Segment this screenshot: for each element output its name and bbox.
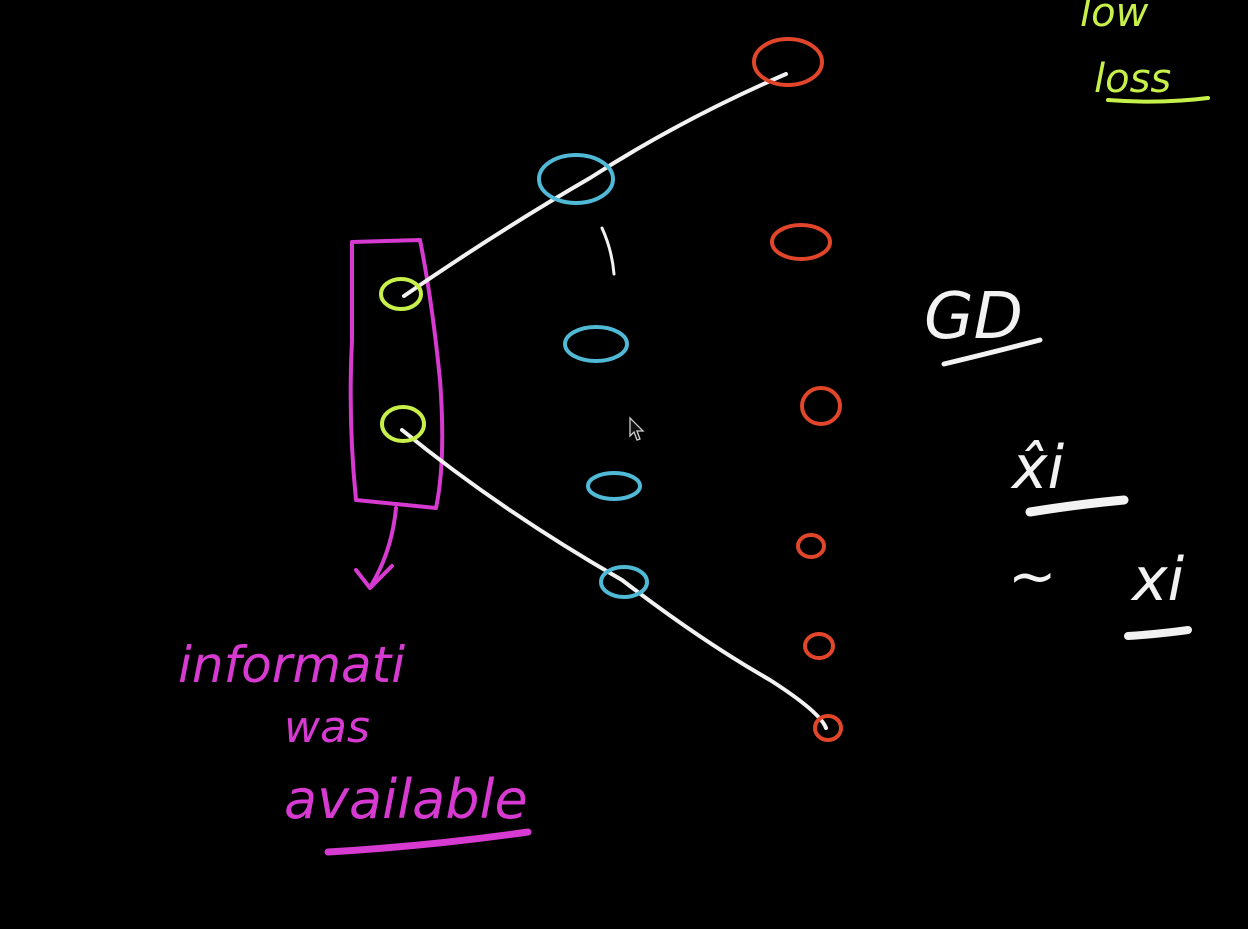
available-underline [324, 828, 532, 856]
annotation-arrow-head [354, 564, 394, 590]
hidden-node-1 [537, 153, 615, 205]
connection-input2-hidden4-output7 [400, 428, 828, 730]
output-node-1 [752, 37, 824, 87]
gd-underline [941, 337, 1043, 367]
label-low: low [1080, 0, 1149, 36]
annotation-available: available [284, 768, 528, 831]
label-gd: GD [924, 280, 1023, 354]
annotation-was: was [284, 702, 370, 753]
annotation-arrow-shaft [370, 506, 398, 586]
label-approx: ~ [1008, 542, 1057, 610]
mouse-pointer-icon [629, 416, 645, 441]
hidden-dots-mark [600, 226, 616, 276]
annotation-information: informati [178, 636, 405, 694]
connection-input1-hidden1-output1 [402, 72, 788, 298]
output-node-4 [796, 533, 826, 559]
hidden-node-3 [586, 471, 642, 501]
hidden-node-2 [563, 325, 629, 363]
output-node-3 [800, 386, 842, 426]
xhat-underline [1025, 495, 1129, 517]
output-node-6 [813, 714, 843, 742]
label-loss: loss [1094, 56, 1171, 102]
label-xi: xi [1130, 545, 1185, 615]
input-node-2 [380, 405, 426, 443]
label-xhat: x̂i [1010, 433, 1065, 503]
output-node-5 [803, 632, 835, 660]
output-node-2 [770, 223, 832, 261]
xi-underline [1124, 626, 1192, 640]
input-node-1 [379, 277, 423, 311]
loss-underline [1106, 96, 1210, 104]
hidden-node-4 [599, 565, 649, 599]
